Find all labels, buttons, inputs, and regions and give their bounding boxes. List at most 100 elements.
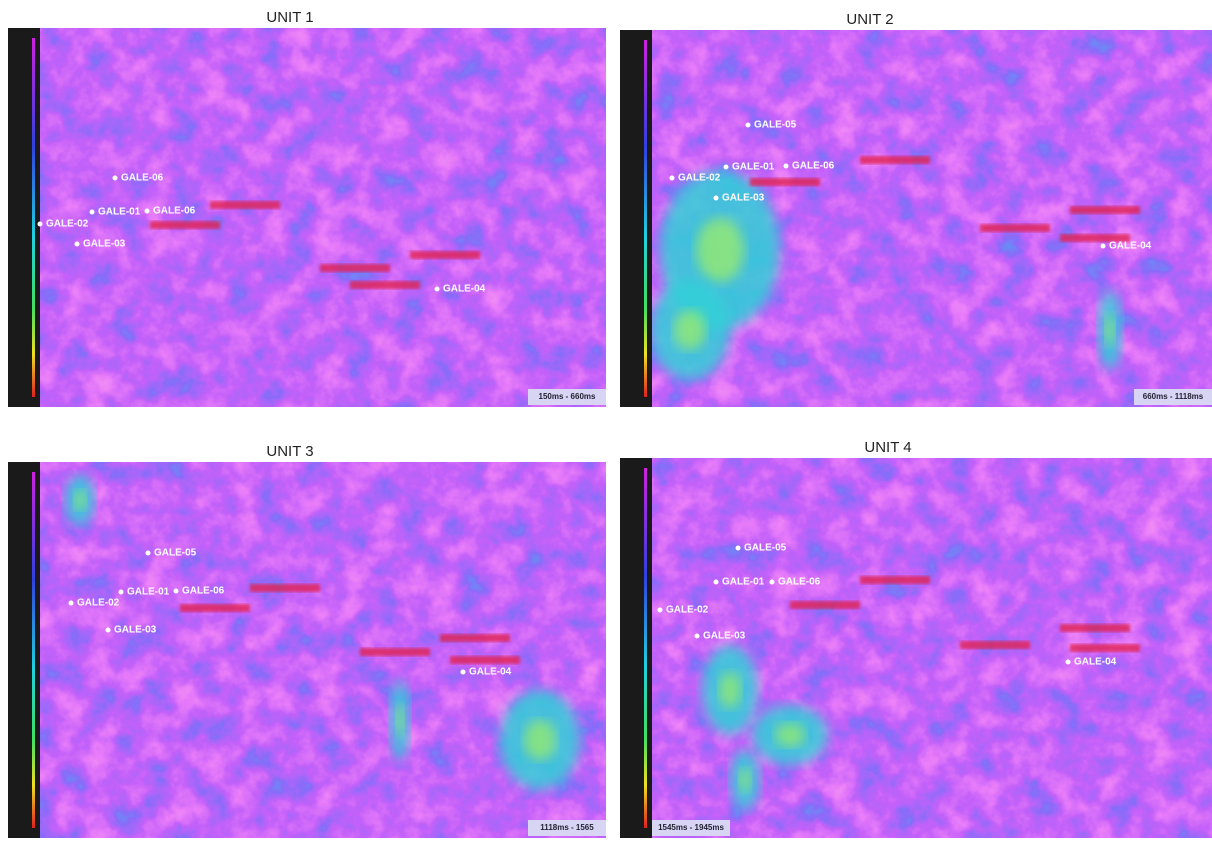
well-label: GALE-06 bbox=[121, 173, 164, 184]
well-label: GALE-02 bbox=[666, 605, 709, 616]
panel-title: UNIT 2 bbox=[846, 11, 893, 28]
well-label: GALE-01 bbox=[98, 207, 141, 218]
well-label: GALE-05 bbox=[754, 120, 797, 131]
annotation-smudge bbox=[980, 224, 1050, 232]
high-amplitude-core bbox=[739, 768, 751, 792]
annotation-smudge bbox=[860, 156, 930, 164]
well-marker bbox=[435, 287, 440, 292]
high-amplitude-core bbox=[74, 490, 86, 510]
well-marker bbox=[658, 608, 663, 613]
well-label: GALE-02 bbox=[678, 173, 721, 184]
color-bar-frame bbox=[8, 28, 40, 407]
well-label: GALE-03 bbox=[703, 631, 746, 642]
annotation-smudge bbox=[860, 576, 930, 584]
well-marker bbox=[736, 546, 741, 551]
well-marker bbox=[714, 196, 719, 201]
well-marker bbox=[724, 165, 729, 170]
color-bar bbox=[644, 468, 647, 828]
annotation-smudge bbox=[790, 601, 860, 609]
high-amplitude-core bbox=[674, 310, 706, 350]
annotation-smudge bbox=[1070, 644, 1140, 652]
high-amplitude-core bbox=[775, 723, 805, 747]
annotation-smudge bbox=[210, 201, 280, 209]
well-marker bbox=[695, 634, 700, 639]
well-marker bbox=[670, 176, 675, 181]
annotation-smudge bbox=[960, 641, 1030, 649]
well-label: GALE-02 bbox=[46, 219, 89, 230]
annotation-smudge bbox=[1060, 624, 1130, 632]
color-bar bbox=[32, 38, 35, 397]
annotation-smudge bbox=[320, 264, 390, 272]
well-marker bbox=[746, 123, 751, 128]
well-marker bbox=[90, 210, 95, 215]
annotation-smudge bbox=[360, 648, 430, 656]
annotation-smudge bbox=[180, 604, 250, 612]
annotation-smudge bbox=[440, 634, 510, 642]
well-marker bbox=[714, 580, 719, 585]
well-marker bbox=[119, 590, 124, 595]
well-marker bbox=[1101, 244, 1106, 249]
well-label: GALE-02 bbox=[77, 598, 120, 609]
annotation-smudge bbox=[250, 584, 320, 592]
well-label: GALE-06 bbox=[792, 161, 835, 172]
well-marker bbox=[113, 176, 118, 181]
panel-title: UNIT 4 bbox=[864, 439, 911, 456]
range-label: 1118ms - 1565 bbox=[540, 823, 594, 832]
well-label: GALE-05 bbox=[744, 543, 787, 554]
well-marker bbox=[69, 601, 74, 606]
high-amplitude-core bbox=[524, 720, 556, 760]
well-label: GALE-04 bbox=[1074, 657, 1117, 668]
well-marker bbox=[784, 164, 789, 169]
well-marker bbox=[1066, 660, 1071, 665]
well-label: GALE-03 bbox=[114, 625, 157, 636]
color-bar-frame bbox=[620, 30, 652, 407]
high-amplitude-core bbox=[396, 704, 404, 736]
annotation-smudge bbox=[350, 281, 420, 289]
annotation-smudge bbox=[450, 656, 520, 664]
well-label: GALE-06 bbox=[778, 577, 821, 588]
well-marker bbox=[38, 222, 43, 227]
color-bar bbox=[32, 472, 35, 828]
range-label: 1545ms - 1945ms bbox=[658, 823, 724, 832]
well-label: GALE-04 bbox=[469, 667, 512, 678]
well-marker bbox=[106, 628, 111, 633]
color-bar bbox=[644, 40, 647, 397]
well-marker bbox=[461, 670, 466, 675]
well-marker bbox=[174, 589, 179, 594]
attribute-surface bbox=[8, 462, 606, 838]
high-amplitude-core bbox=[696, 218, 744, 282]
seismic-map: GALE-05 GALE-02 GALE-01 GALE-06 GALE-03 GALE-… bbox=[8, 462, 606, 838]
color-bar-frame bbox=[8, 462, 40, 838]
well-label: GALE-04 bbox=[443, 284, 486, 295]
figure: UNIT 1GALE-06GALE-01GALE-06GALE-02GALE-0… bbox=[0, 0, 1212, 841]
range-label: 150ms - 660ms bbox=[539, 392, 596, 401]
annotation-smudge bbox=[150, 221, 220, 229]
panel-title: UNIT 1 bbox=[266, 9, 313, 26]
annotation-smudge bbox=[410, 251, 480, 259]
well-label: GALE-03 bbox=[83, 239, 126, 250]
seismic-map: GALE-06 GALE-01 GALE-06 GALE-02 GALE-03 GALE-… bbox=[8, 28, 606, 407]
color-bar-frame bbox=[620, 458, 652, 838]
well-marker bbox=[145, 209, 150, 214]
annotation-smudge bbox=[750, 178, 820, 186]
panel-title: UNIT 3 bbox=[266, 443, 313, 460]
well-marker bbox=[770, 580, 775, 585]
well-label: GALE-06 bbox=[153, 206, 196, 217]
well-label: GALE-01 bbox=[732, 162, 775, 173]
well-label: GALE-04 bbox=[1109, 241, 1152, 252]
well-label: GALE-01 bbox=[127, 587, 170, 598]
well-label: GALE-03 bbox=[722, 193, 765, 204]
high-amplitude-core bbox=[719, 672, 741, 708]
high-amplitude-core bbox=[1105, 314, 1115, 346]
well-label: GALE-06 bbox=[182, 586, 225, 597]
well-marker bbox=[146, 551, 151, 556]
well-marker bbox=[75, 242, 80, 247]
well-label: GALE-05 bbox=[154, 548, 197, 559]
range-label: 660ms - 1118ms bbox=[1143, 392, 1204, 401]
